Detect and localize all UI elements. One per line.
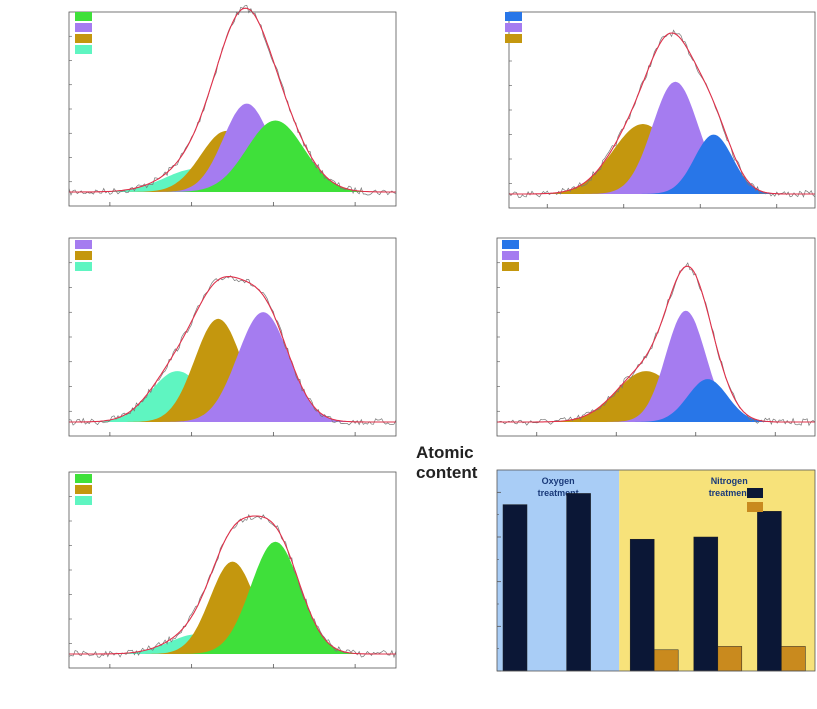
xps-panel-lo — [68, 4, 397, 207]
peak-531.4 — [497, 379, 815, 422]
legend-swatch — [75, 496, 92, 505]
legend-swatch — [75, 12, 92, 21]
region-label-line2: treatment — [538, 488, 579, 498]
bar-nitrogen-lnh — [653, 649, 679, 672]
legend-swatch — [505, 23, 522, 32]
raw-spectrum-line — [68, 4, 397, 196]
bar-nitrogen-hdea — [781, 646, 806, 672]
region-label-line1: Oxygen — [542, 476, 575, 486]
xps-panel-lnh — [505, 11, 816, 209]
bar-oxygen-lnh — [629, 538, 655, 672]
peak-531.9 — [69, 541, 396, 654]
envelope-fit-line — [69, 275, 396, 423]
chart-title-line2: content — [416, 463, 478, 482]
region-label-line2: treatment — [709, 488, 750, 498]
peak-532.5 — [497, 310, 815, 422]
peak-531.9 — [69, 120, 396, 192]
plot-frame — [496, 469, 816, 672]
legend-swatch — [505, 12, 522, 21]
raw-spectrum-line — [508, 29, 816, 198]
legend-swatch — [75, 474, 92, 483]
peak-531.3 — [509, 134, 815, 194]
xps-panel-hnh — [496, 237, 816, 437]
envelope-fit-line — [69, 515, 396, 655]
legend-swatch — [502, 240, 519, 249]
peak-533.3 — [69, 103, 396, 192]
bar-oxygen-hdea — [757, 511, 782, 672]
legend-swatch — [75, 262, 92, 271]
region-label-line1: Nitrogen — [711, 476, 748, 486]
envelope-fit-line — [497, 265, 815, 423]
legend-swatch — [505, 34, 522, 43]
legend-swatch — [75, 23, 92, 32]
legend-swatch — [75, 34, 92, 43]
bar-oxygen-lo — [502, 504, 528, 672]
peak-532.5 — [69, 312, 396, 422]
envelope-fit-line — [69, 7, 396, 193]
raw-spectrum-line — [68, 275, 397, 426]
legend-swatch — [75, 240, 92, 249]
legend-swatch — [502, 262, 519, 271]
chart-title-line1: Atomic — [416, 443, 474, 462]
xps-panel-hdea — [68, 471, 397, 669]
xps-panel-ho — [68, 237, 397, 437]
peak-534 — [69, 561, 396, 654]
peak-536.7 — [69, 371, 396, 422]
legend-swatch — [75, 45, 92, 54]
legend-swatch — [75, 251, 92, 260]
bar-oxygen-ho — [566, 493, 591, 672]
legend-swatch — [75, 485, 92, 494]
bar-nitrogen-hnh — [717, 646, 743, 672]
legend-swatch-nitrogen — [747, 502, 763, 512]
legend-swatch — [502, 251, 519, 260]
legend-swatch-oxygen — [747, 488, 763, 498]
envelope-fit-line — [509, 32, 815, 195]
bar-oxygen-hnh — [693, 536, 719, 672]
peak-533.3 — [509, 81, 815, 194]
